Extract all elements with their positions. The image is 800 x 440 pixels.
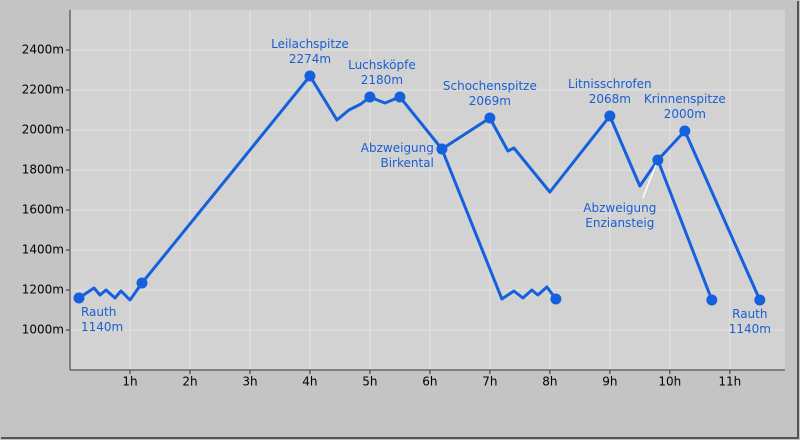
annotation-line: 1140m — [729, 322, 771, 336]
annotation-line: 2274m — [289, 52, 331, 66]
y-tick-label: 2200m — [22, 83, 64, 97]
y-tick-label: 2000m — [22, 123, 64, 137]
annotation: Litnisschrofen 2068m — [568, 77, 652, 106]
waypoint — [304, 70, 316, 82]
y-tick-label: 1800m — [22, 163, 64, 177]
annotation-line: 2180m — [361, 73, 403, 87]
annotation-line: 2000m — [664, 107, 706, 121]
waypoint — [679, 125, 691, 137]
x-tick-label: 1h — [122, 375, 137, 389]
x-tick-label: 8h — [542, 375, 557, 389]
annotation-line: Rauth — [81, 305, 116, 319]
annotation: Rauth 1140m — [729, 307, 771, 336]
x-tick-label: 2h — [182, 375, 197, 389]
waypoint — [136, 277, 148, 289]
annotation: Leilachspitze 2274m — [271, 37, 349, 66]
annotation-line: Enziansteig — [585, 216, 654, 230]
plot-area — [70, 10, 785, 370]
y-tick-label: 1600m — [22, 203, 64, 217]
annotation-line: Abzweigung — [583, 201, 656, 215]
y-tick-label: 1200m — [22, 283, 64, 297]
waypoint — [484, 112, 496, 124]
annotation-line: 2069m — [469, 94, 511, 108]
annotation-line: Birkental — [380, 156, 433, 170]
y-tick-label: 1000m — [22, 323, 64, 337]
route-line — [78, 74, 444, 302]
route-line — [441, 114, 762, 301]
waypoint — [73, 292, 85, 304]
annotation: Krinnenspitze 2000m — [644, 92, 726, 121]
annotation-line: Rauth — [732, 307, 767, 321]
x-tick-label: 9h — [602, 375, 617, 389]
x-tick-label: 3h — [242, 375, 257, 389]
annotation-line: Abzweigung — [361, 141, 434, 155]
annotation-line: Krinnenspitze — [644, 92, 726, 106]
annotation-line: Litnisschrofen — [568, 77, 652, 91]
route-line — [656, 159, 714, 301]
y-tick-label: 1400m — [22, 243, 64, 257]
annotation: Abzweigung Enziansteig — [583, 201, 656, 230]
waypoint — [364, 91, 376, 103]
x-tick-label: 6h — [422, 375, 437, 389]
annotation: Luchsköpfe 2180m — [348, 58, 416, 87]
waypoint — [436, 143, 448, 155]
annotation-line: 1140m — [81, 320, 123, 334]
annotation-line: Leilachspitze — [271, 37, 349, 51]
y-tick-label: 2400m — [22, 43, 64, 57]
annotation: Rauth 1140m — [81, 305, 123, 334]
leader-line — [642, 164, 657, 199]
x-tick-label: 7h — [482, 375, 497, 389]
x-tick-label: 4h — [302, 375, 317, 389]
waypoint — [394, 91, 406, 103]
route-line — [440, 148, 558, 301]
annotation-line: 2068m — [589, 92, 631, 106]
annotation: Abzweigung Birkental — [361, 141, 434, 170]
x-tick-label: 10h — [658, 375, 681, 389]
waypoint — [706, 294, 718, 306]
grid — [70, 10, 785, 370]
waypoint — [652, 154, 664, 166]
waypoint — [754, 294, 766, 306]
annotation-line: Schochenspitze — [443, 79, 537, 93]
annotation: Schochenspitze 2069m — [443, 79, 537, 108]
x-tick-label: 11h — [718, 375, 741, 389]
x-tick-label: 5h — [362, 375, 377, 389]
waypoint — [550, 293, 562, 305]
waypoint — [604, 110, 616, 122]
annotation-line: Luchsköpfe — [348, 58, 416, 72]
